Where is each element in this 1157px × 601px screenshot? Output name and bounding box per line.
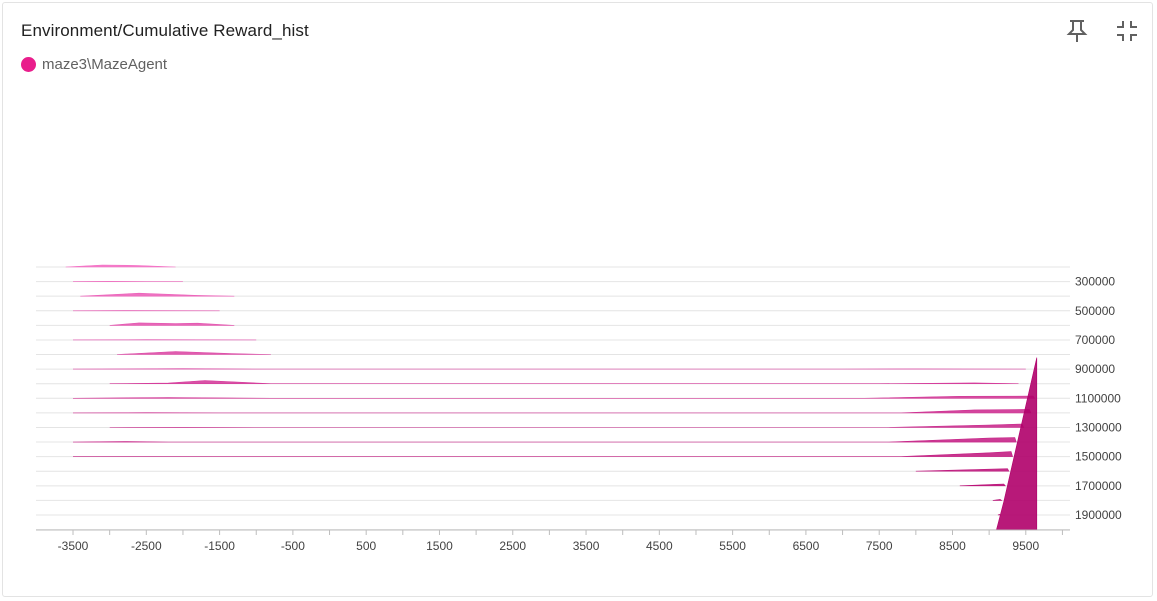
histogram-slice: [65, 264, 176, 268]
x-tick-label: 8500: [939, 539, 966, 553]
x-tick-label: -1500: [204, 539, 235, 553]
x-tick-label: 2500: [499, 539, 526, 553]
x-tick-label: 4500: [646, 539, 673, 553]
x-tick-label: 7500: [866, 539, 893, 553]
histogram-slice: [959, 483, 1006, 487]
y-tick-label: 300000: [1075, 275, 1115, 289]
legend-label: maze3\MazeAgent: [42, 56, 168, 73]
histogram-slice: [72, 437, 1017, 443]
x-tick-label: 5500: [719, 539, 746, 553]
histogram-slice: [109, 380, 1019, 384]
y-tick-label: 1300000: [1075, 420, 1122, 434]
x-axis: -3500 -2500 -1500 -500 500 1500 2500 3500 4500 55…: [36, 529, 1070, 553]
y-tick-label: 900000: [1075, 362, 1115, 376]
y-tick-label: 1500000: [1075, 450, 1122, 464]
histogram-slice: [72, 451, 1014, 457]
legend-swatch: [21, 57, 36, 72]
x-tick-label: -3500: [58, 539, 89, 553]
x-tick-label: 500: [356, 539, 376, 553]
histogram-slice: [116, 351, 271, 355]
y-tick-label: 700000: [1075, 333, 1115, 347]
y-tick-label: 1900000: [1075, 508, 1122, 522]
x-tick-label: 1500: [426, 539, 453, 553]
histogram-slice: [80, 292, 235, 297]
histogram-slice: [72, 409, 1032, 414]
pin-icon: [1066, 20, 1088, 42]
histogram-slices: [65, 264, 1038, 530]
y-axis: 300000 500000 700000 900000 1100000 1300000 15…: [1075, 275, 1122, 522]
histogram-slice: [915, 468, 1010, 472]
x-tick-label: 9500: [1012, 539, 1039, 553]
y-tick-label: 500000: [1075, 304, 1115, 318]
pin-button[interactable]: [1064, 18, 1090, 44]
chart-title: Environment/Cumulative Reward_hist: [21, 21, 309, 40]
x-tick-label: 6500: [793, 539, 820, 553]
collapse-icon: [1117, 21, 1137, 41]
y-tick-label: 1100000: [1075, 391, 1121, 405]
y-tick-label: 1700000: [1075, 479, 1122, 493]
legend: maze3\MazeAgent: [21, 56, 167, 73]
histogram-slice: [992, 499, 1003, 501]
x-tick-label: -2500: [131, 539, 162, 553]
histogram-slice: [109, 322, 235, 326]
x-tick-label: 3500: [573, 539, 600, 553]
x-tick-label: -500: [281, 539, 305, 553]
collapse-button[interactable]: [1114, 18, 1140, 44]
